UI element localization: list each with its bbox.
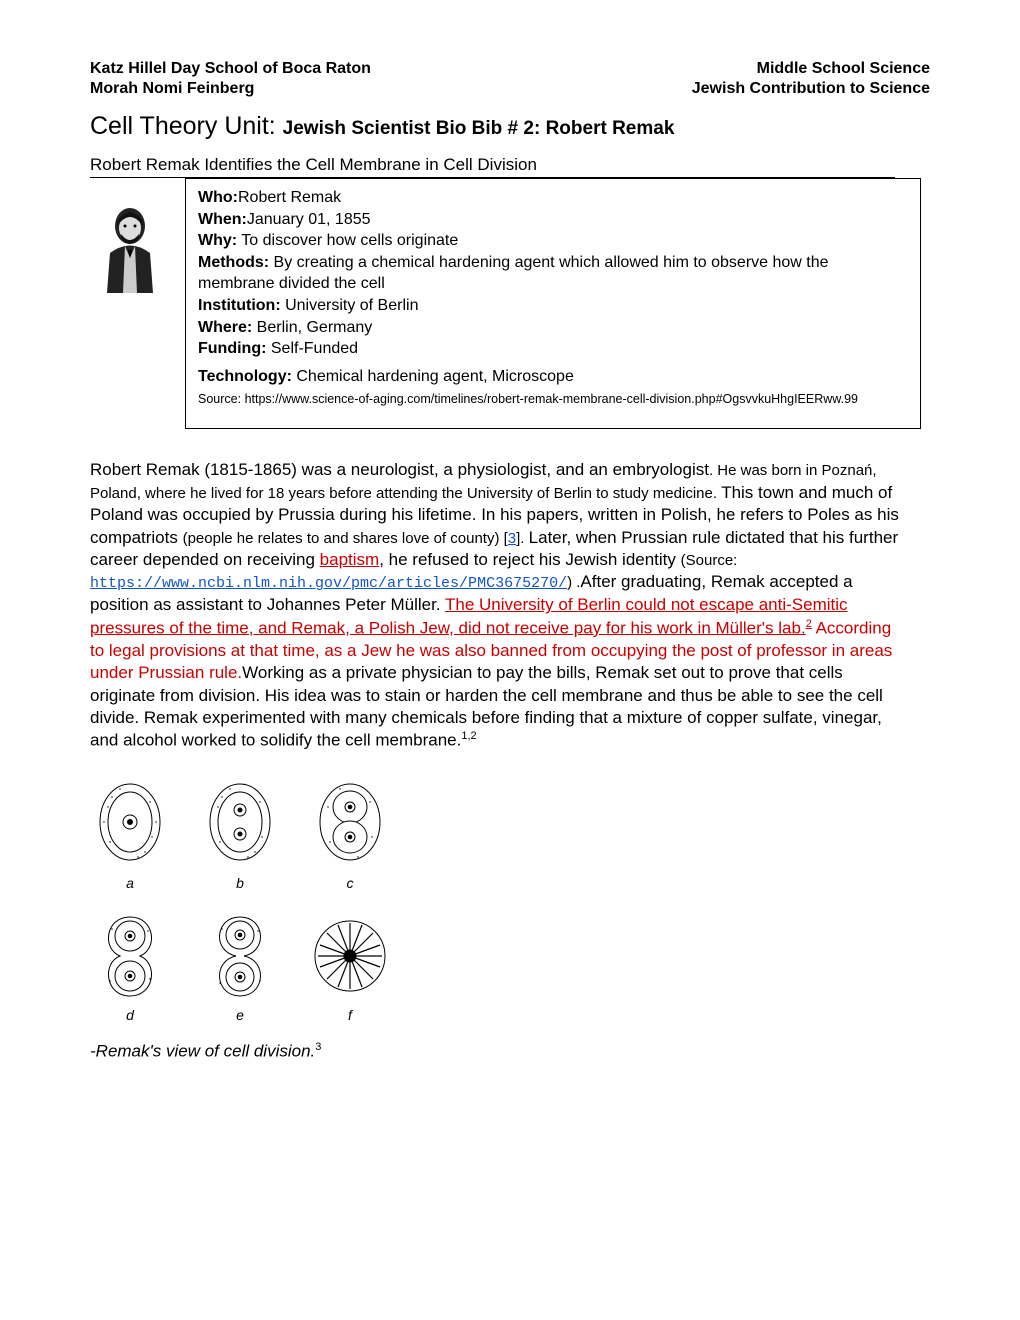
header-right-1: Middle School Science <box>757 60 930 78</box>
institution-label: Institution: <box>198 297 281 314</box>
source-close: ) . <box>567 574 580 591</box>
baptism-link[interactable]: baptism <box>320 550 380 569</box>
pmc-link[interactable]: https://www.ncbi.nlm.nih.gov/pmc/article… <box>90 575 567 592</box>
cell-stage-c: c <box>310 777 390 891</box>
where-label: Where: <box>198 319 252 336</box>
body-1e: , he refused to reject his Jewish identi… <box>379 550 680 569</box>
cell-stage-b: b <box>200 777 280 891</box>
cell-division-figure: a b <box>90 777 420 1023</box>
cell-stage-d: d <box>90 909 170 1023</box>
header-left-2: Morah Nomi Feinberg <box>90 80 254 98</box>
header-left-1: Katz Hillel Day School of Boca Raton <box>90 60 371 78</box>
caption-text: -Remak's view of cell division. <box>90 1041 315 1060</box>
who-value: Robert Remak <box>238 189 341 206</box>
where-value: Berlin, Germany <box>252 319 372 336</box>
why-value: To discover how cells originate <box>237 232 458 249</box>
stage-label-d: d <box>90 1007 170 1023</box>
stage-label-e: e <box>200 1007 280 1023</box>
stage-label-c: c <box>310 875 390 891</box>
technology-value: Chemical hardening agent, Microscope <box>292 368 574 385</box>
institution-value: University of Berlin <box>281 297 419 314</box>
funding-value: Self-Funded <box>266 340 358 357</box>
body-1a: Robert Remak (1815-1865) was a neurologi… <box>90 460 709 479</box>
when-label: When: <box>198 211 247 228</box>
figure-caption: -Remak's view of cell division.3 <box>90 1041 930 1062</box>
cell-stage-e: e <box>200 909 280 1023</box>
ref-3-link[interactable]: 3 <box>508 530 516 547</box>
technology-label: Technology: <box>198 368 292 385</box>
why-label: Why: <box>198 232 237 249</box>
body-paren-close: ]. <box>516 530 529 547</box>
info-box: Who:Robert Remak When:January 01, 1855 W… <box>185 178 921 429</box>
ref-12: 1,2 <box>461 730 476 742</box>
stage-label-f: f <box>310 1007 390 1023</box>
cell-stage-a: a <box>90 777 170 891</box>
methods-value: By creating a chemical hardening agent w… <box>198 254 829 293</box>
methods-label: Methods: <box>198 254 269 271</box>
stage-label-a: a <box>90 875 170 891</box>
title-big: Cell Theory Unit: <box>90 112 283 140</box>
who-label: Who: <box>198 189 238 206</box>
source-open: (Source: <box>681 552 738 569</box>
portrait-image <box>95 198 165 293</box>
subtitle: Robert Remak Identifies the Cell Membran… <box>90 155 895 178</box>
caption-ref: 3 <box>315 1041 321 1053</box>
header-right-2: Jewish Contribution to Science <box>692 80 930 98</box>
stage-label-b: b <box>200 875 280 891</box>
body-paren: (people he relates to and shares love of… <box>183 530 508 547</box>
title-small: Jewish Scientist Bio Bib # 2: Robert Rem… <box>283 118 675 139</box>
page-title: Cell Theory Unit: Jewish Scientist Bio B… <box>90 112 930 141</box>
source-label: Source: <box>198 392 245 406</box>
funding-label: Funding: <box>198 340 266 357</box>
when-value: January 01, 1855 <box>247 211 371 228</box>
source-url: https://www.science-of-aging.com/timelin… <box>245 392 858 406</box>
cell-stage-f: f <box>310 909 390 1023</box>
body-paragraph: Robert Remak (1815-1865) was a neurologi… <box>90 459 900 752</box>
